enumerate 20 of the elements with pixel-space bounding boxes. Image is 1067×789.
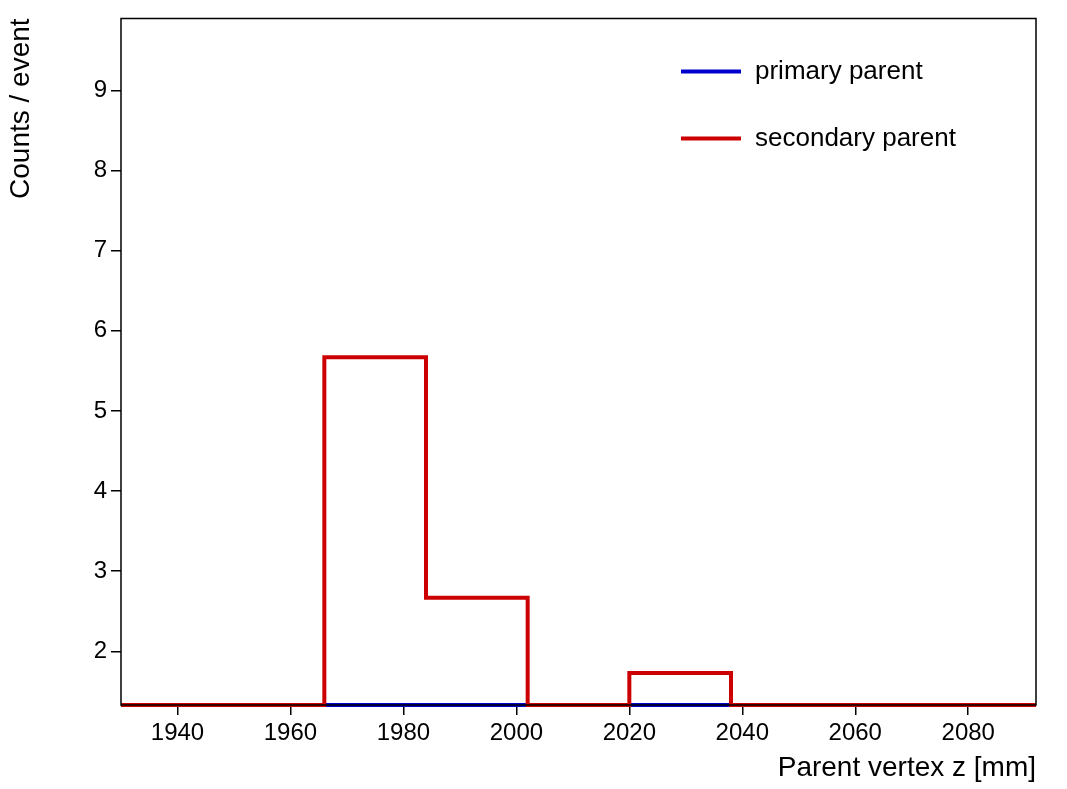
x-tick-label: 1980: [376, 718, 431, 746]
legend-label: primary parent: [755, 54, 924, 85]
y-tick-label: 3: [93, 555, 107, 583]
x-tick-label: 2020: [602, 718, 657, 746]
x-tick-label: 2080: [941, 718, 995, 746]
y-tick-label: 2: [93, 635, 107, 663]
x-tick-label: 2040: [715, 718, 769, 746]
x-tick-label: 2060: [828, 718, 882, 746]
y-tick-label: 9: [93, 75, 107, 103]
y-tick-label: 4: [93, 475, 107, 503]
y-tick-label: 7: [93, 235, 107, 263]
y-tick-label: 5: [93, 395, 107, 423]
y-tick-label: 8: [93, 155, 107, 183]
x-tick-label: 1960: [263, 718, 318, 746]
y-axis-title: Counts / event: [3, 18, 35, 199]
legend-label: secondary parent: [755, 121, 957, 152]
x-tick-label: 1940: [150, 718, 205, 746]
x-axis-title: Parent vertex z [mm]: [777, 750, 1036, 782]
y-tick-label: 6: [93, 315, 107, 343]
x-tick-label: 2000: [489, 718, 544, 746]
